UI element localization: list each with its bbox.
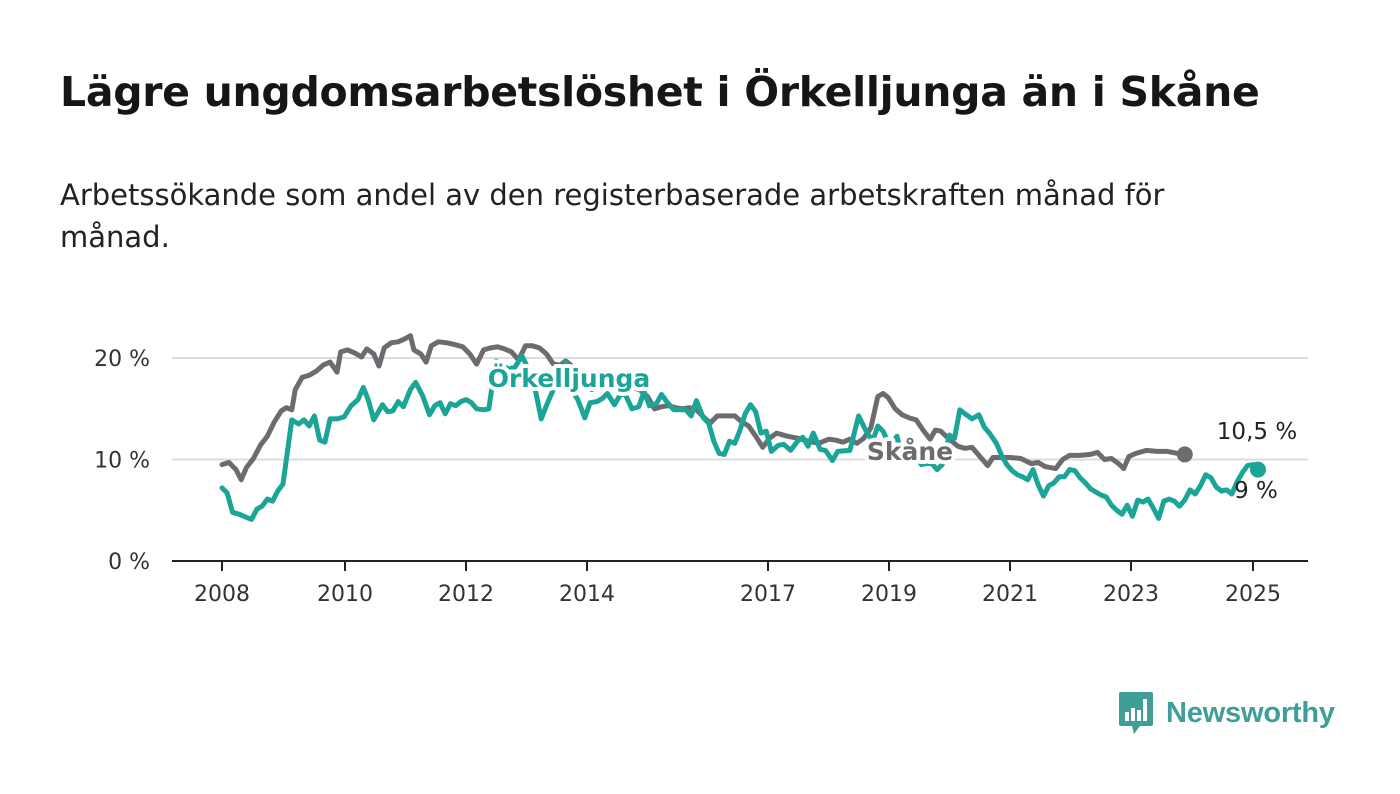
brand-logo: Newsworthy: [1118, 691, 1335, 735]
x-tick-label: 2014: [559, 582, 615, 607]
chart-gridlines: [172, 357, 1308, 461]
end-label-skane: 10,5 %: [1217, 419, 1297, 445]
brand-name: Newsworthy: [1166, 696, 1335, 729]
y-tick-label: 10 %: [94, 449, 150, 474]
end-label-orkelljunga: 9 %: [1234, 478, 1278, 504]
series-label-skane-text: Skåne: [867, 437, 953, 466]
series-label-orkelljunga-halo: Örkelljunga: [488, 363, 651, 393]
end-marker-orkelljunga: [1250, 461, 1266, 478]
y-tick-label: 0 %: [108, 550, 150, 575]
x-axis: 2008 2010 2012 2014 2017 2019 2021 2023 2025: [172, 560, 1308, 607]
series-label-skane-halo: Skåne: [867, 437, 953, 466]
x-tick-label: 2010: [317, 582, 373, 607]
x-tick-label: 2023: [1103, 582, 1159, 607]
y-axis: 0 % 10 % 20 %: [94, 347, 150, 575]
x-tick-label: 2019: [861, 582, 917, 607]
chart-series-lines: [219, 333, 1261, 522]
series-line-skane: [219, 333, 1188, 483]
x-tick-label: 2017: [740, 582, 796, 607]
series-label-orkelljunga-text: Örkelljunga: [488, 363, 651, 393]
x-tick-label: 2025: [1225, 582, 1281, 607]
chart-subtitle: Arbetssökande som andel av den registerb…: [60, 178, 1165, 254]
chart-title: Lägre ungdomsarbetslöshet i Örkelljunga …: [60, 68, 1260, 116]
end-marker-skane: [1176, 446, 1193, 463]
x-tick-label: 2021: [982, 582, 1038, 607]
x-tick-label: 2008: [194, 582, 250, 607]
series-line-orkelljunga: [219, 353, 1261, 522]
bar-chart-speech-bubble-icon: [1119, 692, 1153, 734]
x-tick-label: 2012: [438, 582, 494, 607]
y-tick-label: 20 %: [94, 347, 150, 372]
